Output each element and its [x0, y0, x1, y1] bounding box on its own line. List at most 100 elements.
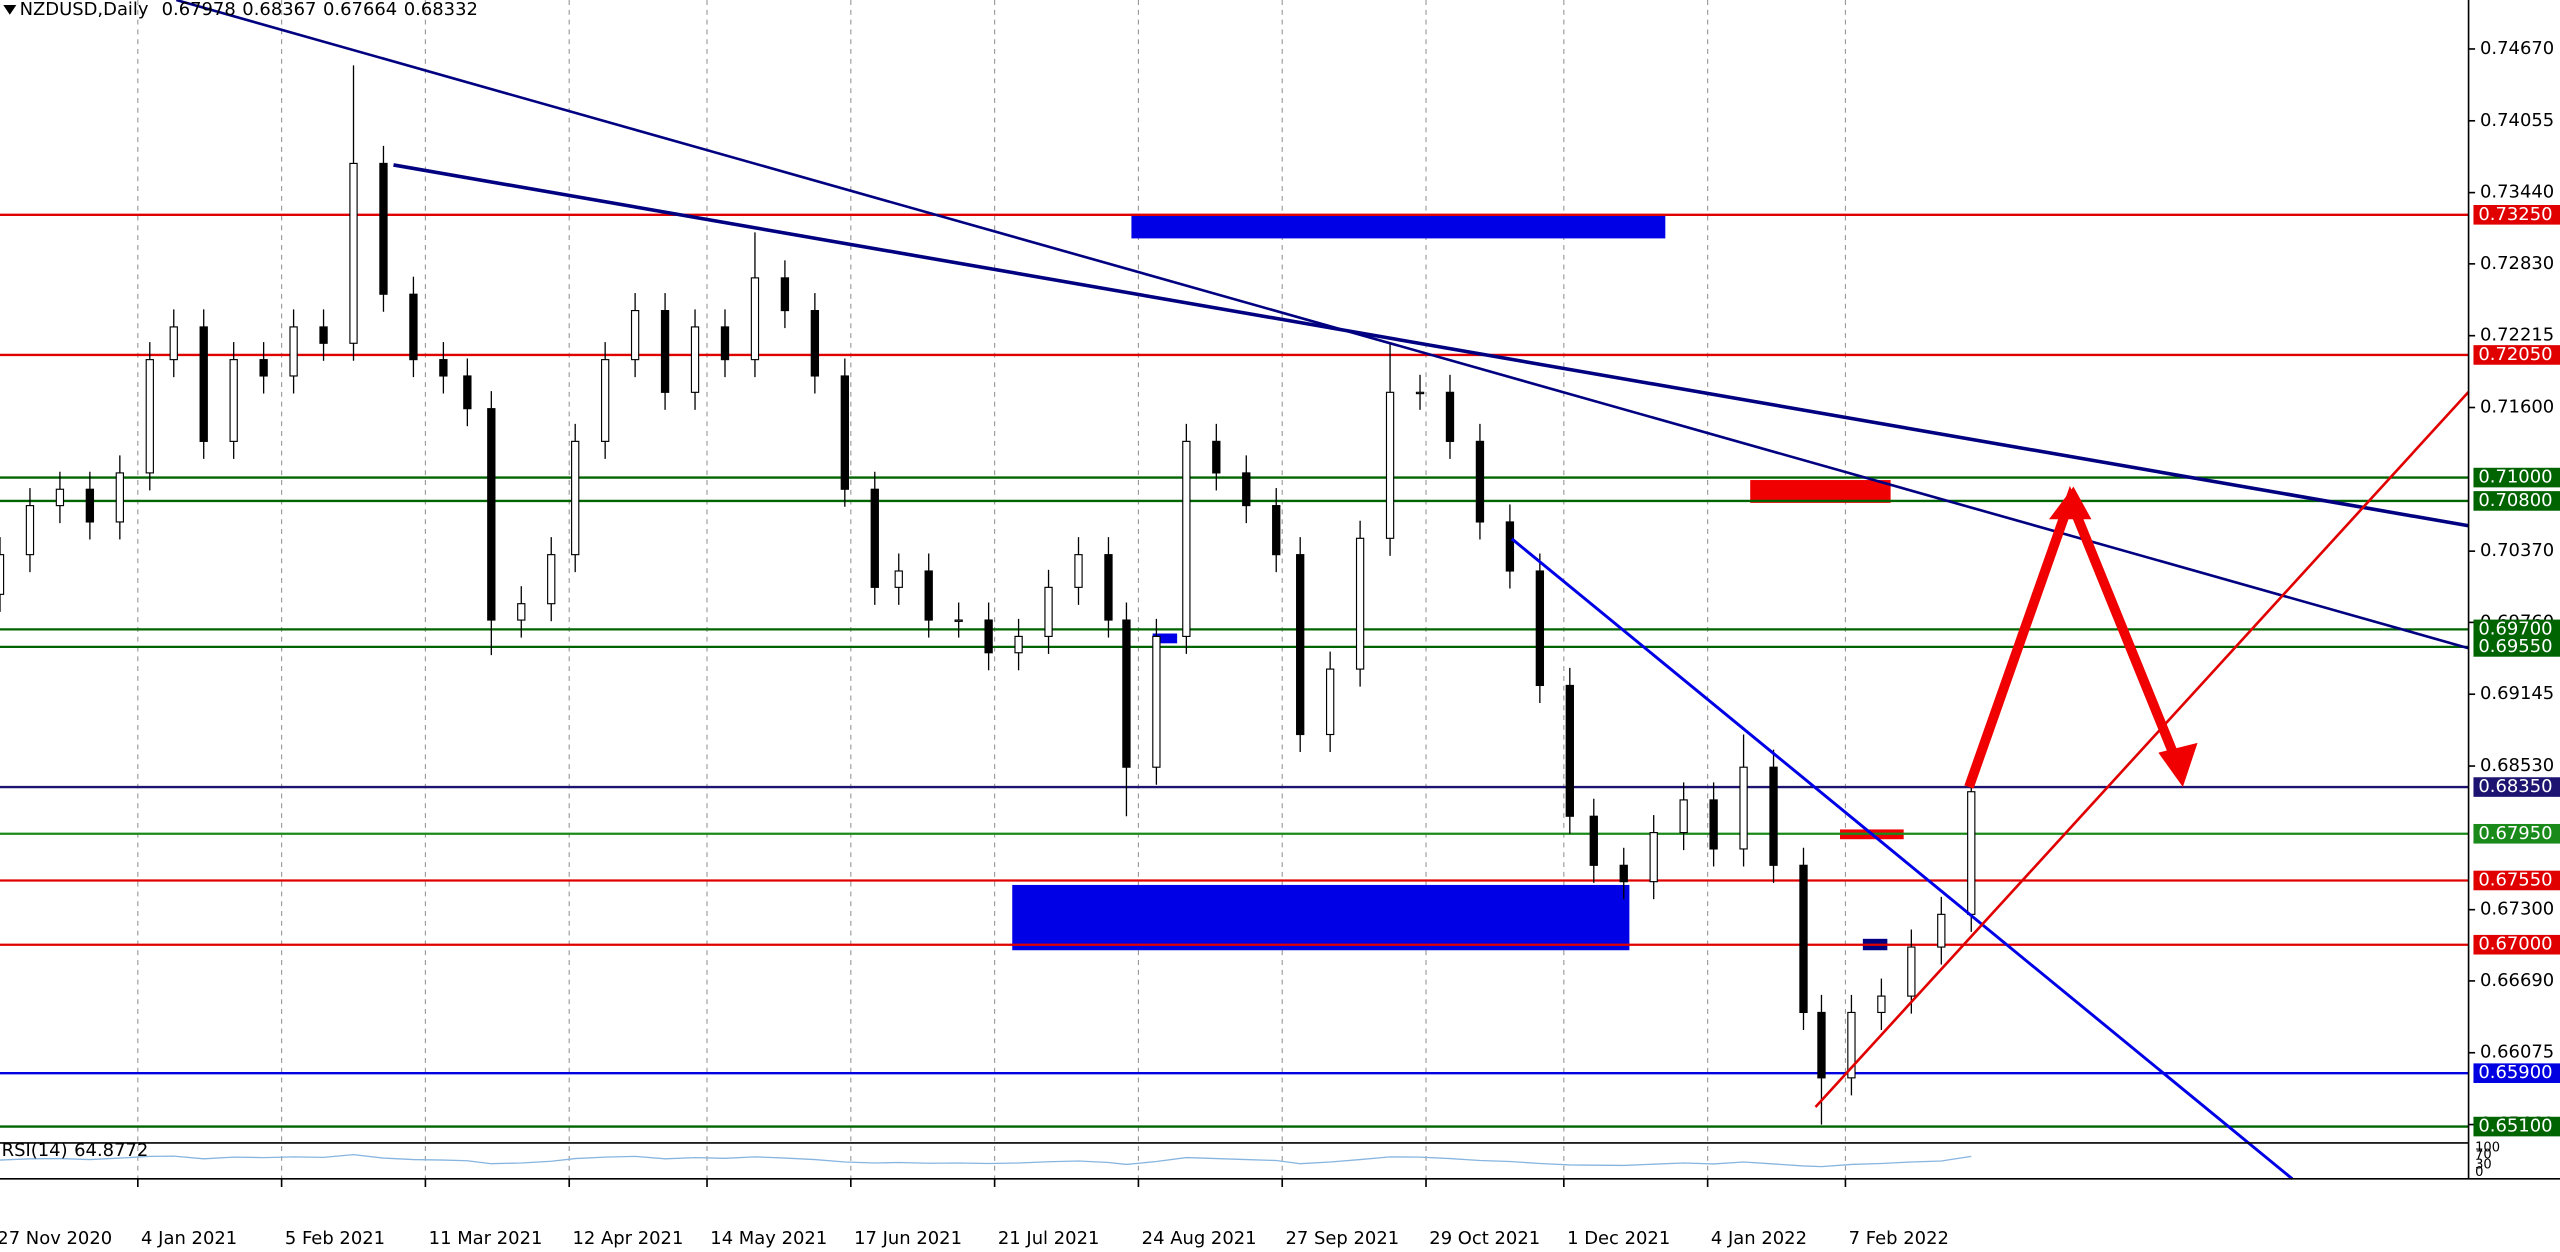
candle-body: [55, 488, 65, 507]
candle-body: [1589, 815, 1598, 866]
level-label-box: [2473, 619, 2560, 640]
trend-line: [1814, 390, 2470, 1108]
candle-body: [1445, 391, 1455, 442]
candle-body: [85, 488, 95, 523]
y-tick-label: 0.68530: [2480, 755, 2554, 776]
header-value: 0.68367: [242, 0, 316, 20]
candle-body: [1907, 946, 1916, 997]
header-value: 0.68332: [404, 0, 478, 20]
level-label: 0.69700: [2478, 618, 2552, 639]
level-label: 0.69550: [2478, 636, 2552, 657]
candle-body: [1679, 799, 1688, 834]
x-tick-label: 27 Nov 2020: [0, 1228, 112, 1249]
level-label-box: [2473, 823, 2560, 844]
candle-body: [1847, 1011, 1856, 1079]
candle-body: [1385, 391, 1395, 539]
rsi-tick-label: 30: [2475, 1157, 2492, 1172]
rsi-line: [0, 1153, 1972, 1168]
level-label-box: [2473, 934, 2560, 955]
x-tick-label: 11 Mar 2021: [429, 1228, 543, 1249]
y-tick-label: 0.73440: [2480, 182, 2554, 203]
candle-body: [954, 619, 963, 622]
candle-body: [1355, 537, 1365, 670]
candle-body: [289, 326, 298, 377]
level-label-box: [2473, 1063, 2560, 1083]
candle-body: [145, 359, 154, 474]
axes-layer: [0, 0, 2560, 1180]
candle-body: [1937, 913, 1946, 948]
candle-body: [1212, 440, 1221, 474]
candle-body: [1739, 766, 1748, 850]
candle-body: [750, 277, 760, 361]
x-tick-label: 12 Apr 2021: [572, 1228, 683, 1249]
x-tick-label: 4 Jan 2021: [141, 1228, 237, 1249]
y-tick-label: 0.72215: [2480, 325, 2554, 346]
drawings: [175, 0, 2470, 1180]
x-tick-label: 24 Aug 2021: [1142, 1228, 1257, 1249]
y-tick-label: 0.69145: [2480, 683, 2554, 704]
candle-body: [1709, 799, 1718, 850]
candles-layer: [0, 65, 1976, 1125]
y-tick-label: 0.74670: [2480, 38, 2554, 59]
x-tick-label: 21 Jul 2021: [998, 1228, 1100, 1249]
candle-body: [463, 375, 472, 410]
y-tick-label: 0.70370: [2480, 540, 2554, 561]
y-tick-label: 0.67300: [2480, 899, 2554, 920]
level-label-box: [2473, 777, 2560, 797]
candle-body: [1565, 684, 1574, 817]
rsi-label: RSI(14): [2, 1140, 68, 1161]
candle-body: [229, 359, 238, 442]
level-label-box: [2473, 205, 2560, 225]
level-label: 0.65900: [2478, 1062, 2552, 1083]
candle-body: [1074, 554, 1083, 588]
candle-body: [780, 277, 790, 312]
x-tick-label: 14 May 2021: [710, 1228, 827, 1249]
rsi-tick-label: 70: [2475, 1148, 2492, 1163]
candle-body: [1799, 864, 1808, 1014]
candle-body: [1152, 635, 1161, 768]
y-tick-label: 0.66075: [2480, 1042, 2554, 1063]
zone-rect: [1131, 213, 1666, 239]
candle-body: [169, 326, 178, 361]
candle-body: [349, 162, 358, 344]
candle-body: [1967, 791, 1976, 915]
candle-body: [630, 310, 640, 361]
candle-body: [1272, 505, 1281, 556]
rsi-value: 64.8772: [74, 1140, 148, 1161]
level-label: 0.67550: [2478, 869, 2552, 890]
candle-body: [1769, 766, 1778, 866]
candle-body: [720, 326, 730, 361]
chart-title: NZDUSD,Daily: [20, 0, 149, 20]
candle-body: [1242, 472, 1251, 507]
candle-body: [517, 603, 526, 621]
x-tick-label: 7 Feb 2022: [1849, 1228, 1949, 1249]
x-tick-label: 29 Oct 2021: [1429, 1228, 1540, 1249]
level-label-box: [2473, 1116, 2560, 1137]
level-label: 0.65100: [2478, 1116, 2552, 1137]
candle-body: [810, 310, 820, 377]
level-label: 0.67950: [2478, 823, 2552, 844]
level-label: 0.72050: [2478, 344, 2552, 365]
grid-layer: [137, 0, 1847, 1179]
candle-body: [571, 440, 580, 556]
candle-body: [25, 505, 35, 556]
x-tick-label: 1 Dec 2021: [1567, 1228, 1670, 1249]
y-tick-label: 0.71600: [2480, 397, 2554, 418]
x-tick-label: 4 Jan 2022: [1711, 1228, 1807, 1249]
candle-body: [1415, 391, 1425, 395]
x-tick-label: 5 Feb 2021: [285, 1228, 385, 1249]
candle-body: [319, 326, 328, 344]
zone-rect: [1012, 884, 1630, 951]
arrow-head: [2158, 742, 2198, 787]
candle-body: [840, 375, 849, 490]
y-tick-label: 0.74055: [2480, 110, 2554, 131]
level-label: 0.67000: [2478, 934, 2552, 955]
level-label: 0.70800: [2478, 490, 2552, 511]
x-tick-label: 27 Sep 2021: [1285, 1228, 1399, 1249]
candle-body: [1044, 586, 1053, 637]
candle-body: [1505, 521, 1515, 572]
level-label: 0.73250: [2478, 204, 2552, 225]
candle-body: [547, 554, 556, 605]
header-value: 0.67978: [162, 0, 236, 20]
